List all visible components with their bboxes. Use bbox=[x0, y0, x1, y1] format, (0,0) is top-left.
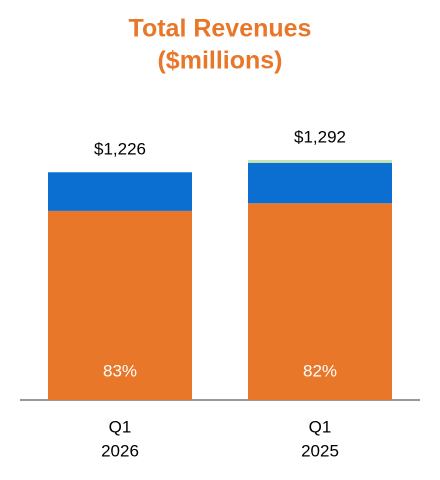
bar-segment bbox=[248, 203, 392, 400]
chart-title: Total Revenues bbox=[129, 15, 312, 43]
x-tick-label: 2025 bbox=[301, 441, 339, 460]
bar-segment bbox=[248, 160, 392, 163]
share-label: 83% bbox=[103, 361, 137, 380]
x-tick-label: 2026 bbox=[101, 441, 139, 460]
x-tick-label: Q1 bbox=[309, 417, 332, 436]
x-tick-label: Q1 bbox=[109, 417, 132, 436]
bar-segment bbox=[48, 210, 192, 400]
share-label: 82% bbox=[303, 361, 337, 380]
chart-title: ($millions) bbox=[157, 47, 282, 75]
bar-segment bbox=[248, 162, 392, 204]
total-label: $1,292 bbox=[294, 127, 346, 146]
bar-segment bbox=[48, 172, 192, 211]
total-label: $1,226 bbox=[94, 140, 146, 159]
